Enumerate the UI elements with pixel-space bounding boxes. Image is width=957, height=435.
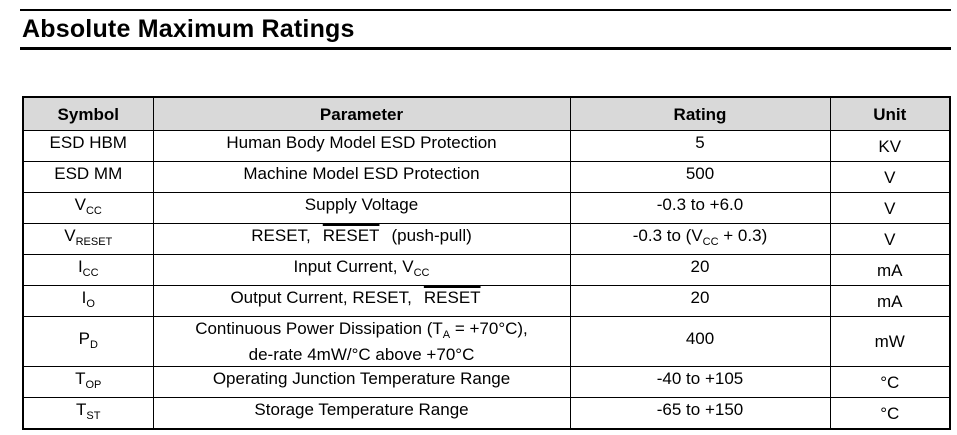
symbol-cell: PD <box>22 316 154 367</box>
rating-cell: -40 to +105 <box>569 366 831 398</box>
column-header-rating: Rating <box>569 96 831 131</box>
unit-cell: V <box>829 223 951 255</box>
rating-cell: -0.3 to (VCC + 0.3) <box>569 223 831 255</box>
page-title: Absolute Maximum Ratings <box>22 15 355 43</box>
table-header-row: Symbol Parameter Rating Unit <box>22 96 951 131</box>
unit-cell: V <box>829 192 951 224</box>
symbol-cell: TST <box>22 397 154 430</box>
table-row: ESD MM Machine Model ESD Protection 500 … <box>22 161 951 193</box>
unit-cell: KV <box>829 130 951 162</box>
parameter-cell: Continuous Power Dissipation (TA = +70°C… <box>152 316 571 367</box>
column-header-parameter: Parameter <box>152 96 571 131</box>
unit-cell: °C <box>829 366 951 398</box>
unit-cell: V <box>829 161 951 193</box>
rating-cell: -65 to +150 <box>569 397 831 430</box>
table-row: ESD HBM Human Body Model ESD Protection … <box>22 130 951 162</box>
table-row: PD Continuous Power Dissipation (TA = +7… <box>22 316 951 367</box>
parameter-cell: Storage Temperature Range <box>152 397 571 430</box>
parameter-cell: Machine Model ESD Protection <box>152 161 571 193</box>
rating-cell: 500 <box>569 161 831 193</box>
title-rule-bottom <box>20 47 951 50</box>
table-row: TOP Operating Junction Temperature Range… <box>22 366 951 398</box>
rating-cell: -0.3 to +6.0 <box>569 192 831 224</box>
title-rule-top <box>20 9 951 11</box>
column-header-symbol: Symbol <box>22 96 154 131</box>
symbol-cell: VCC <box>22 192 154 224</box>
parameter-cell: Supply Voltage <box>152 192 571 224</box>
parameter-cell: Human Body Model ESD Protection <box>152 130 571 162</box>
parameter-cell: Output Current, RESET, RESET <box>152 285 571 317</box>
parameter-cell: Operating Junction Temperature Range <box>152 366 571 398</box>
unit-cell: mA <box>829 254 951 286</box>
symbol-cell: IO <box>22 285 154 317</box>
column-header-unit: Unit <box>829 96 951 131</box>
unit-cell: °C <box>829 397 951 430</box>
symbol-cell: ICC <box>22 254 154 286</box>
symbol-cell: TOP <box>22 366 154 398</box>
table-row: IO Output Current, RESET, RESET 20 mA <box>22 285 951 317</box>
table-row: ICC Input Current, VCC 20 mA <box>22 254 951 286</box>
table-row: VCC Supply Voltage -0.3 to +6.0 V <box>22 192 951 224</box>
unit-cell: mA <box>829 285 951 317</box>
table-row: VRESET RESET, RESET (push-pull) -0.3 to (V… <box>22 223 951 255</box>
parameter-cell: RESET, RESET (push-pull) <box>152 223 571 255</box>
table-row: TST Storage Temperature Range -65 to +15… <box>22 397 951 430</box>
parameter-cell: Input Current, VCC <box>152 254 571 286</box>
rating-cell: 5 <box>569 130 831 162</box>
rating-cell: 20 <box>569 285 831 317</box>
symbol-cell: ESD MM <box>22 161 154 193</box>
rating-cell: 20 <box>569 254 831 286</box>
absolute-maximum-ratings-table: Symbol Parameter Rating Unit ESD HBM Hum… <box>22 96 951 430</box>
unit-cell: mW <box>829 316 951 367</box>
symbol-cell: VRESET <box>22 223 154 255</box>
symbol-cell: ESD HBM <box>22 130 154 162</box>
rating-cell: 400 <box>569 316 831 367</box>
